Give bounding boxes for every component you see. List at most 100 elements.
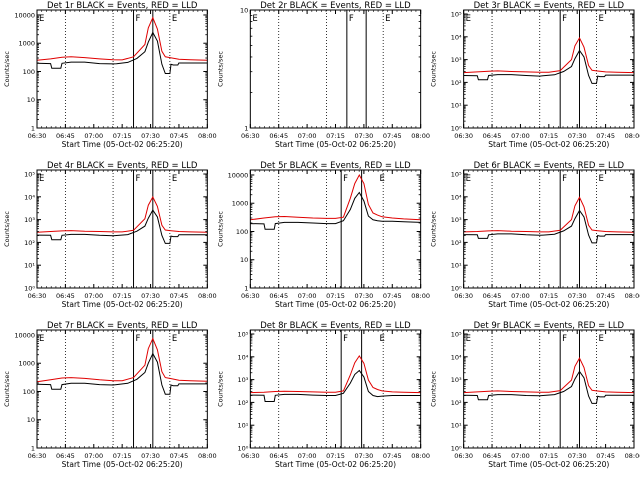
x-tick-label: 07:45 bbox=[170, 132, 189, 140]
x-tick-label: 07:45 bbox=[383, 132, 402, 140]
lld-series-line bbox=[463, 196, 634, 233]
x-tick-label: 07:30 bbox=[568, 132, 587, 140]
lld-series-line bbox=[37, 337, 208, 383]
attenuator-marker: E bbox=[172, 334, 177, 344]
y-tick-label: 10000 bbox=[14, 331, 35, 339]
x-tick-label: 06:30 bbox=[454, 452, 473, 460]
x-tick-label: 06:30 bbox=[28, 292, 47, 300]
x-axis-label: Start Time (05-Oct-02 06:25:20) bbox=[275, 460, 396, 469]
y-tick-label: 10³ bbox=[451, 376, 462, 384]
x-tick-label: 08:00 bbox=[198, 452, 217, 460]
y-tick-label: 10⁴ bbox=[451, 353, 462, 361]
x-tick-label: 07:00 bbox=[511, 132, 530, 140]
x-tick-label: 08:00 bbox=[198, 292, 217, 300]
attenuator-marker: E bbox=[39, 334, 44, 344]
x-tick-label: 07:15 bbox=[326, 132, 345, 140]
attenuator-marker: F bbox=[136, 334, 141, 344]
y-tick-label: 10³ bbox=[451, 216, 462, 224]
y-tick-label: 10 bbox=[240, 256, 248, 264]
lld-series-line bbox=[250, 354, 421, 394]
lld-series-line bbox=[37, 16, 208, 61]
attenuator-marker: F bbox=[343, 174, 348, 184]
attenuator-marker: E bbox=[380, 334, 385, 344]
x-tick-label: 06:45 bbox=[483, 452, 502, 460]
x-tick-label: 08:00 bbox=[625, 292, 640, 300]
x-axis-label: Start Time (05-Oct-02 06:25:20) bbox=[62, 140, 183, 149]
x-tick-label: 06:30 bbox=[241, 452, 260, 460]
y-tick-label: 10² bbox=[24, 239, 35, 247]
y-tick-label: 10² bbox=[451, 239, 462, 247]
plot-frame bbox=[463, 169, 635, 289]
attenuator-marker: E bbox=[599, 174, 604, 184]
y-tick-label: 10 bbox=[240, 7, 248, 15]
y-axis-label: Counts/sec bbox=[3, 371, 11, 407]
plot-area bbox=[463, 196, 634, 244]
panel-title: Det 1r BLACK = Events, RED = LLD bbox=[47, 1, 198, 11]
x-tick-label: 06:30 bbox=[454, 132, 473, 140]
y-axis-label: Counts/sec bbox=[216, 51, 224, 87]
x-tick-label: 07:15 bbox=[113, 452, 132, 460]
x-tick-label: 07:30 bbox=[355, 452, 374, 460]
x-tick-label: 06:30 bbox=[28, 132, 47, 140]
x-tick-label: 08:00 bbox=[198, 132, 217, 140]
y-tick-label: 10¹ bbox=[451, 422, 462, 430]
lld-series-line bbox=[463, 357, 634, 394]
x-tick-label: 06:30 bbox=[241, 132, 260, 140]
y-tick-label: 10⁰ bbox=[451, 125, 462, 133]
x-axis-label: Start Time (05-Oct-02 06:25:20) bbox=[275, 140, 396, 149]
x-tick-label: 07:30 bbox=[568, 452, 587, 460]
y-tick-label: 100 bbox=[23, 388, 35, 396]
y-tick-label: 1 bbox=[244, 285, 248, 293]
y-tick-label: 10⁰ bbox=[451, 445, 462, 453]
attenuator-marker: E bbox=[380, 174, 385, 184]
y-axis-label: Counts/sec bbox=[216, 211, 224, 247]
lld-series-line bbox=[250, 173, 421, 221]
y-tick-label: 10³ bbox=[237, 376, 248, 384]
events-series-line bbox=[250, 369, 421, 402]
x-tick-label: 06:30 bbox=[241, 292, 260, 300]
events-series-line bbox=[463, 209, 634, 244]
x-tick-label: 07:45 bbox=[170, 292, 189, 300]
x-tick-label: 08:00 bbox=[411, 292, 430, 300]
plot-area bbox=[463, 36, 634, 84]
x-tick-label: 08:00 bbox=[625, 132, 640, 140]
panel-title: Det 5r BLACK = Events, RED = LLD bbox=[260, 161, 411, 171]
attenuator-marker: F bbox=[562, 14, 567, 24]
y-tick-label: 100 bbox=[23, 68, 35, 76]
attenuator-marker: E bbox=[385, 14, 390, 24]
panel-title: Det 6r BLACK = Events, RED = LLD bbox=[474, 161, 625, 171]
x-tick-label: 07:00 bbox=[298, 132, 317, 140]
x-tick-label: 06:45 bbox=[483, 292, 502, 300]
y-tick-label: 10000 bbox=[14, 11, 35, 19]
events-series-line bbox=[37, 352, 208, 395]
plot-frame bbox=[463, 9, 635, 129]
plot-area bbox=[37, 195, 208, 244]
x-tick-label: 08:00 bbox=[625, 452, 640, 460]
y-tick-label: 1 bbox=[244, 125, 248, 133]
plot-frame bbox=[463, 329, 635, 449]
y-axis-label: Counts/sec bbox=[430, 51, 438, 87]
x-tick-label: 07:00 bbox=[84, 452, 103, 460]
y-tick-label: 10³ bbox=[24, 216, 35, 224]
x-tick-label: 07:45 bbox=[596, 452, 615, 460]
panel-title: Det 9r BLACK = Events, RED = LLD bbox=[474, 321, 625, 331]
x-tick-label: 07:00 bbox=[298, 292, 317, 300]
attenuator-marker: F bbox=[562, 174, 567, 184]
x-tick-label: 07:30 bbox=[355, 292, 374, 300]
y-tick-label: 1 bbox=[31, 125, 35, 133]
x-tick-label: 07:15 bbox=[113, 132, 132, 140]
y-tick-label: 10⁰ bbox=[24, 285, 35, 293]
y-tick-label: 10⁴ bbox=[451, 33, 462, 41]
x-tick-label: 07:45 bbox=[383, 292, 402, 300]
plot-area bbox=[463, 357, 634, 404]
x-tick-label: 07:15 bbox=[113, 292, 132, 300]
y-tick-label: 10⁵ bbox=[451, 331, 462, 339]
y-tick-label: 10⁰ bbox=[237, 445, 248, 453]
y-tick-label: 10⁵ bbox=[24, 171, 35, 179]
y-tick-label: 100 bbox=[236, 228, 248, 236]
